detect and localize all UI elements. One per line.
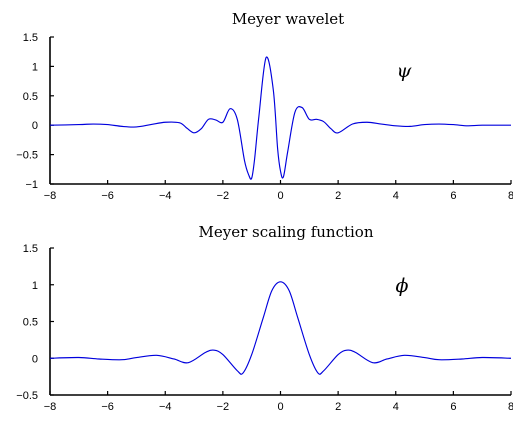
psi-annotation: ψ xyxy=(397,60,413,82)
chart-title: Meyer wavelet xyxy=(232,10,344,28)
x-tick-label: −6 xyxy=(101,190,114,202)
y-tick-label: −0.5 xyxy=(16,390,38,402)
x-tick-label: −6 xyxy=(101,401,114,413)
y-tick-label: 0.5 xyxy=(23,317,38,329)
chart-title: Meyer scaling function xyxy=(199,223,374,241)
x-tick-label: 6 xyxy=(450,401,456,413)
x-tick-label: 0 xyxy=(277,190,283,202)
y-tick-label: 1.5 xyxy=(23,243,38,255)
y-tick-label: 0 xyxy=(32,120,38,132)
y-tick-label: −0.5 xyxy=(16,150,38,162)
x-tick-label: −8 xyxy=(44,401,57,413)
meyer-wavelet-panel: Meyer wavelet ψ −8 −6 −4 −2 0 2 4 6 8 1.5 1 0.5 0 −0.… xyxy=(16,10,513,202)
x-tick-label: 8 xyxy=(508,190,513,202)
x-tick-label: −4 xyxy=(159,401,172,413)
y-tick-label: 0 xyxy=(32,353,38,365)
x-tick-label: 2 xyxy=(335,190,341,202)
x-tick-label: −8 xyxy=(44,190,57,202)
x-tick-label: 6 xyxy=(450,190,456,202)
x-tick-label: −2 xyxy=(217,401,230,413)
x-tick-label: 0 xyxy=(277,401,283,413)
meyer-scaling-panel: Meyer scaling function ϕ −8 −6 −4 −2 0 2 4 6 8 1.… xyxy=(16,223,513,413)
axis-ticks: −8 −6 −4 −2 0 2 4 6 8 1.5 1 0.5 0 −0.5 xyxy=(16,243,513,413)
wavelet-line xyxy=(49,56,512,180)
x-tick-label: −2 xyxy=(217,190,230,202)
y-tick-label: −1 xyxy=(25,179,38,191)
x-tick-label: −4 xyxy=(159,190,172,202)
y-tick-label: 1 xyxy=(32,61,38,73)
x-tick-label: 2 xyxy=(335,401,341,413)
x-tick-label: 8 xyxy=(508,401,513,413)
y-tick-label: 0.5 xyxy=(23,91,38,103)
x-tick-label: 4 xyxy=(393,190,399,202)
phi-annotation: ϕ xyxy=(396,275,409,297)
axis-ticks: −8 −6 −4 −2 0 2 4 6 8 1.5 1 0.5 0 −0.5 −1 xyxy=(16,32,513,202)
y-tick-label: 1 xyxy=(32,280,38,292)
scaling-function-line xyxy=(49,281,512,375)
y-tick-label: 1.5 xyxy=(23,32,38,44)
x-tick-label: 4 xyxy=(393,401,399,413)
